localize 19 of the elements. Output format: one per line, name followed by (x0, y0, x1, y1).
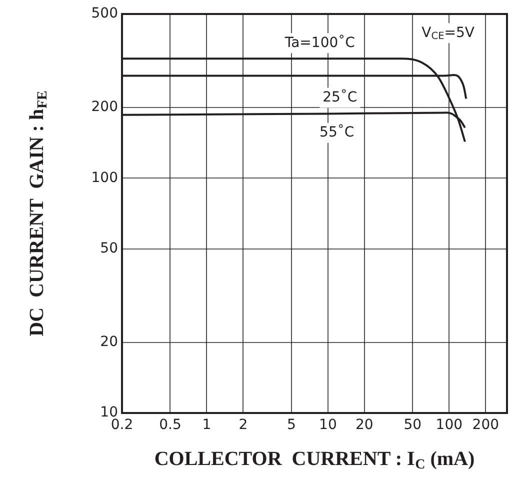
y-tick-label: 200 (91, 99, 118, 116)
x-tick-label: 0.2 (110, 417, 134, 434)
y-tick-label: 20 (100, 334, 118, 350)
x-tick-label: 50 (404, 417, 422, 434)
x-tick-label: 0.5 (159, 417, 182, 434)
y-axis-title: DC CURRENT GAIN : hFE (26, 90, 51, 336)
x-tick-label: 2 (238, 417, 248, 434)
y-tick-label: 50 (100, 240, 118, 256)
annotation: 25˚C (322, 88, 358, 106)
annotation: 55˚C (320, 124, 354, 141)
x-tick-label: 200 (472, 417, 500, 434)
y-tick-label: 500 (91, 6, 118, 22)
x-tick-label: 100 (436, 417, 463, 434)
x-tick-label: 20 (356, 417, 374, 434)
y-tick-label: 100 (91, 170, 118, 186)
x-tick-label: 1 (202, 417, 212, 434)
x-tick-label: 5 (286, 417, 296, 434)
annotation: Ta=100˚C (284, 34, 356, 51)
x-tick-label: 10 (319, 417, 337, 434)
